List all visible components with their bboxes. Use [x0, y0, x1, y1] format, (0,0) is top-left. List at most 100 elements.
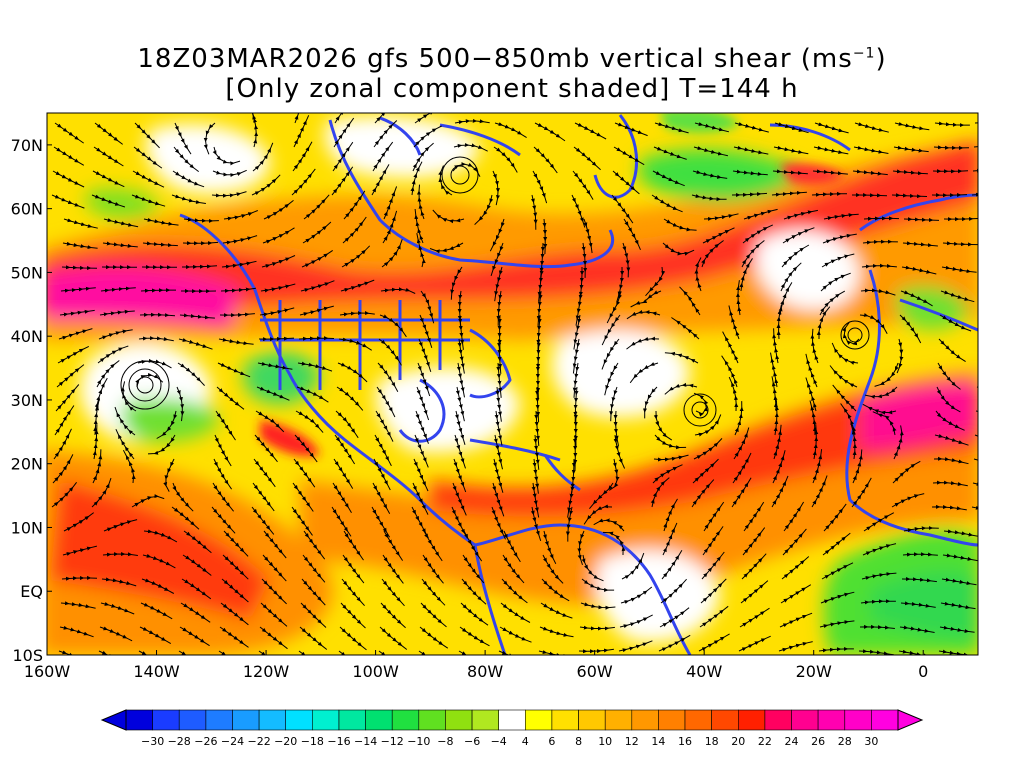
streamline [619, 614, 653, 629]
streamline [973, 458, 978, 468]
streamline [223, 210, 258, 221]
streamline [721, 355, 738, 388]
streamline [138, 650, 165, 655]
streamline [221, 260, 257, 269]
streamline [102, 551, 138, 557]
lat-label: 20N [11, 455, 43, 474]
streamline [252, 482, 275, 512]
streamline [93, 146, 124, 167]
streamline [982, 579, 1017, 583]
streamline [379, 626, 408, 650]
streamline [941, 265, 977, 274]
streamline [642, 386, 658, 419]
streamline [819, 620, 855, 629]
lon-label: 0 [918, 662, 928, 681]
streamline [831, 342, 859, 365]
streamline [613, 434, 626, 469]
streamline [692, 458, 719, 484]
streamline [261, 578, 287, 605]
streamline [417, 362, 431, 397]
streamline [931, 193, 968, 198]
streamline [177, 362, 205, 386]
streamline [332, 141, 354, 172]
streamline [183, 530, 212, 554]
streamline [147, 434, 176, 455]
streamline [423, 530, 443, 562]
streamline [179, 313, 215, 320]
streamline [863, 216, 900, 221]
streamline [331, 506, 352, 537]
streamline [176, 386, 185, 422]
streamline [579, 625, 615, 631]
streamline [652, 170, 685, 187]
streamline [474, 194, 494, 225]
streamline [853, 145, 889, 154]
streamline [256, 386, 290, 401]
streamline [299, 305, 334, 316]
streamline [61, 575, 98, 581]
streamline [173, 146, 199, 172]
streamline [252, 142, 274, 172]
streamline [728, 376, 739, 412]
streamline [94, 377, 108, 412]
streamline [860, 288, 896, 296]
streamline [939, 314, 972, 332]
streamline [420, 602, 447, 628]
streamline [54, 405, 75, 436]
streamline [419, 314, 433, 349]
streamline [661, 550, 683, 580]
streamline [535, 362, 541, 399]
streamline [432, 209, 465, 224]
streamline [100, 601, 135, 615]
streamline [981, 291, 1016, 295]
streamline [622, 242, 631, 278]
streamline [261, 255, 296, 268]
streamline [728, 305, 740, 340]
streamline [703, 213, 739, 221]
streamline [862, 239, 898, 245]
streamline [251, 174, 281, 196]
streamline [292, 141, 313, 172]
streamline [892, 460, 921, 484]
map-title-line-1: 18Z03MAR2026 gfs 500−850mb vertical shea… [0, 44, 1024, 74]
streamline [662, 242, 695, 256]
streamline [840, 403, 857, 436]
colorbar-swatch [524, 709, 553, 731]
streamline [182, 241, 219, 246]
streamline [821, 253, 855, 268]
streamline [179, 626, 210, 647]
colorbar-label: −8 [437, 735, 453, 748]
streamline [259, 307, 295, 317]
streamline [780, 584, 812, 604]
streamline [53, 146, 85, 166]
streamline [341, 578, 365, 607]
streamline [212, 482, 234, 512]
streamline [742, 527, 766, 556]
streamline [864, 386, 898, 399]
colorbar-label: −10 [407, 735, 430, 748]
streamline [935, 410, 965, 431]
streamline [58, 650, 87, 655]
streamline [220, 602, 249, 626]
streamline [832, 384, 857, 412]
streamline [874, 362, 899, 387]
streamline [618, 640, 653, 653]
streamline [862, 543, 897, 556]
streamline [703, 501, 725, 532]
streamline [893, 145, 929, 153]
colorbar-swatch [764, 709, 792, 731]
colorbar-label: 6 [548, 735, 555, 748]
colorbar-label: −30 [141, 735, 164, 748]
streamline [140, 288, 176, 293]
colorbar-label: 26 [811, 735, 825, 748]
streamline [542, 554, 564, 584]
lon-label: 100W [352, 662, 399, 681]
streamline [773, 424, 783, 460]
streamline [735, 280, 742, 316]
title-unit-exponent: −1 [852, 45, 876, 62]
streamline [933, 145, 970, 150]
streamline [805, 353, 818, 388]
streamline [291, 168, 316, 196]
streamline [414, 434, 429, 468]
